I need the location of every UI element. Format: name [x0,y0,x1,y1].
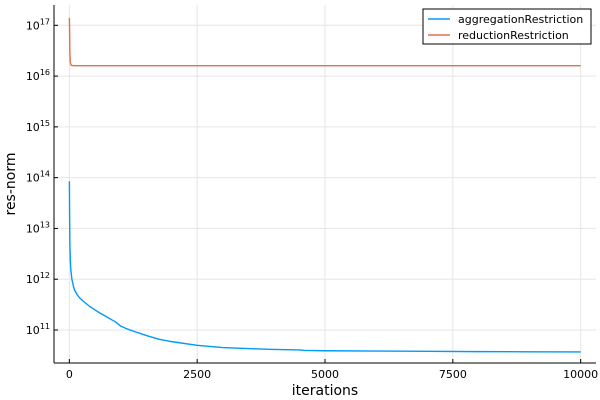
y-axis-title: res-norm [3,153,19,216]
series-lines [68,17,581,353]
legend: aggregationRestriction reductionRestricti… [422,8,592,45]
x-tick-label: 0 [66,368,73,381]
y-tick-label: 1015 [26,119,50,134]
y-tick-label: 1011 [26,322,50,337]
y-axis-ticks: 1011 1012 1013 1014 1015 1016 1017 [26,17,58,337]
x-tick-label: 10000 [563,368,598,381]
x-tick-label: 7500 [439,368,467,381]
y-tick-label: 1014 [26,170,50,185]
legend-box [422,8,592,45]
x-axis-title: iterations [292,383,358,399]
y-tick-label: 1016 [26,68,50,83]
x-tick-label: 5000 [311,368,339,381]
series-line-reductionRestriction [68,17,581,67]
y-tick-label: 1013 [26,220,50,235]
grid [54,5,596,363]
series-line-aggregationRestriction [68,181,581,353]
y-tick-label: 1017 [26,17,50,32]
y-tick-label: 1012 [26,271,50,286]
legend-label: reductionRestriction [458,29,569,42]
legend-label: aggregationRestriction [458,13,583,26]
x-tick-label: 2500 [183,368,211,381]
x-axis-ticks: 0 2500 5000 7500 10000 [66,359,598,381]
